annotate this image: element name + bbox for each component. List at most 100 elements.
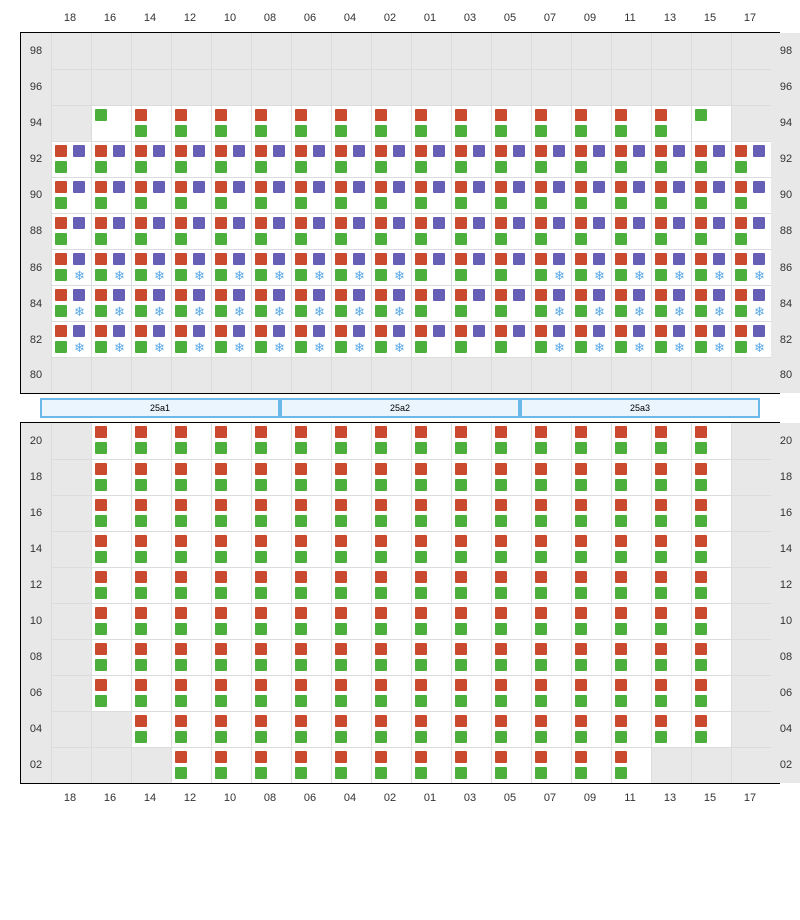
seat-cell[interactable] xyxy=(571,459,611,495)
seat-cell[interactable] xyxy=(251,495,291,531)
seat-cell[interactable] xyxy=(571,675,611,711)
seat-cell[interactable] xyxy=(371,459,411,495)
seat-cell[interactable] xyxy=(531,141,571,177)
seat-cell[interactable] xyxy=(611,423,651,459)
seat-cell[interactable] xyxy=(571,105,611,141)
seat-cell[interactable] xyxy=(371,639,411,675)
seat-cell[interactable] xyxy=(251,459,291,495)
seat-cell[interactable] xyxy=(411,747,451,783)
seat-cell[interactable]: ❄ xyxy=(211,285,251,322)
seat-cell[interactable] xyxy=(451,639,491,675)
seat-cell[interactable] xyxy=(411,285,451,322)
seat-cell[interactable] xyxy=(211,177,251,213)
seat-cell[interactable] xyxy=(91,639,131,675)
seat-cell[interactable] xyxy=(331,177,371,213)
seat-cell[interactable] xyxy=(611,141,651,177)
seat-cell[interactable]: ❄ xyxy=(211,321,251,358)
seat-cell[interactable] xyxy=(691,675,731,711)
seat-cell[interactable] xyxy=(651,675,691,711)
seat-cell[interactable] xyxy=(411,675,451,711)
seat-cell[interactable] xyxy=(491,495,531,531)
seat-cell[interactable] xyxy=(651,531,691,567)
seat-cell[interactable] xyxy=(331,105,371,141)
seat-cell[interactable] xyxy=(491,747,531,783)
seat-cell[interactable]: ❄ xyxy=(731,321,771,358)
seat-cell[interactable] xyxy=(211,459,251,495)
seat-cell[interactable] xyxy=(451,105,491,141)
seat-cell[interactable] xyxy=(411,423,451,459)
seat-cell[interactable] xyxy=(211,495,251,531)
seat-cell[interactable] xyxy=(211,603,251,639)
seat-cell[interactable] xyxy=(91,423,131,459)
seat-cell[interactable] xyxy=(611,675,651,711)
seat-cell[interactable] xyxy=(331,213,371,249)
seat-cell[interactable] xyxy=(451,459,491,495)
seat-cell[interactable] xyxy=(331,141,371,177)
seat-cell[interactable]: ❄ xyxy=(691,249,731,286)
seat-cell[interactable] xyxy=(691,141,731,177)
seat-cell[interactable] xyxy=(211,567,251,603)
seat-cell[interactable] xyxy=(491,177,531,213)
seat-cell[interactable] xyxy=(571,423,611,459)
seat-cell[interactable]: ❄ xyxy=(691,321,731,358)
seat-cell[interactable] xyxy=(651,639,691,675)
seat-cell[interactable] xyxy=(651,567,691,603)
seat-cell[interactable] xyxy=(451,213,491,249)
seat-cell[interactable] xyxy=(451,321,491,358)
seat-cell[interactable] xyxy=(411,531,451,567)
seat-cell[interactable] xyxy=(91,567,131,603)
seat-cell[interactable] xyxy=(171,459,211,495)
seat-cell[interactable] xyxy=(371,567,411,603)
seat-cell[interactable] xyxy=(291,675,331,711)
seat-cell[interactable] xyxy=(171,531,211,567)
seat-cell[interactable] xyxy=(491,423,531,459)
seat-cell[interactable] xyxy=(691,567,731,603)
seat-cell[interactable] xyxy=(331,531,371,567)
seat-cell[interactable] xyxy=(611,459,651,495)
seat-cell[interactable] xyxy=(211,639,251,675)
seat-cell[interactable]: ❄ xyxy=(131,321,171,358)
seat-cell[interactable] xyxy=(411,321,451,358)
seat-cell[interactable] xyxy=(371,177,411,213)
seat-cell[interactable] xyxy=(611,213,651,249)
seat-cell[interactable] xyxy=(611,747,651,783)
seat-cell[interactable] xyxy=(291,639,331,675)
seat-cell[interactable]: ❄ xyxy=(651,249,691,286)
seat-cell[interactable] xyxy=(131,105,171,141)
seat-cell[interactable] xyxy=(411,249,451,286)
seat-cell[interactable] xyxy=(611,603,651,639)
seat-cell[interactable] xyxy=(371,213,411,249)
seat-cell[interactable]: ❄ xyxy=(611,285,651,322)
seat-cell[interactable] xyxy=(291,567,331,603)
seat-cell[interactable]: ❄ xyxy=(331,285,371,322)
seat-cell[interactable]: ❄ xyxy=(51,285,91,322)
seat-cell[interactable] xyxy=(411,639,451,675)
seat-cell[interactable]: ❄ xyxy=(211,249,251,286)
seat-cell[interactable] xyxy=(451,567,491,603)
seat-cell[interactable] xyxy=(691,105,731,141)
seat-cell[interactable] xyxy=(51,141,91,177)
seat-cell[interactable] xyxy=(571,531,611,567)
seat-cell[interactable] xyxy=(531,603,571,639)
seat-cell[interactable] xyxy=(171,567,211,603)
seat-cell[interactable] xyxy=(211,531,251,567)
seat-cell[interactable] xyxy=(251,639,291,675)
seat-cell[interactable]: ❄ xyxy=(571,285,611,322)
seat-cell[interactable] xyxy=(131,675,171,711)
seat-cell[interactable] xyxy=(291,177,331,213)
seat-cell[interactable] xyxy=(531,675,571,711)
seat-cell[interactable] xyxy=(291,711,331,747)
seat-cell[interactable] xyxy=(291,213,331,249)
seat-cell[interactable] xyxy=(411,567,451,603)
seat-cell[interactable] xyxy=(411,711,451,747)
seat-cell[interactable]: ❄ xyxy=(131,285,171,322)
seat-cell[interactable] xyxy=(691,531,731,567)
seat-cell[interactable] xyxy=(331,675,371,711)
seat-cell[interactable] xyxy=(291,531,331,567)
seat-cell[interactable]: ❄ xyxy=(571,249,611,286)
seat-cell[interactable]: ❄ xyxy=(51,249,91,286)
seat-cell[interactable] xyxy=(91,495,131,531)
seat-cell[interactable] xyxy=(531,105,571,141)
seat-cell[interactable] xyxy=(331,495,371,531)
seat-cell[interactable] xyxy=(451,249,491,286)
